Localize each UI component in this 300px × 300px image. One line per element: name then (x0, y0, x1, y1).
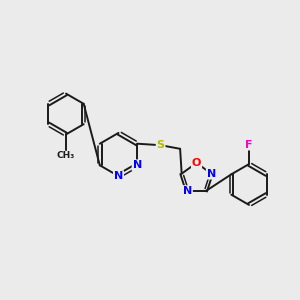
Text: S: S (157, 140, 165, 150)
Text: N: N (207, 169, 216, 179)
Text: N: N (183, 186, 192, 196)
Text: O: O (192, 158, 201, 168)
Text: CH₃: CH₃ (57, 152, 75, 160)
Text: F: F (245, 140, 253, 150)
Text: N: N (133, 160, 142, 170)
Text: N: N (114, 171, 123, 181)
